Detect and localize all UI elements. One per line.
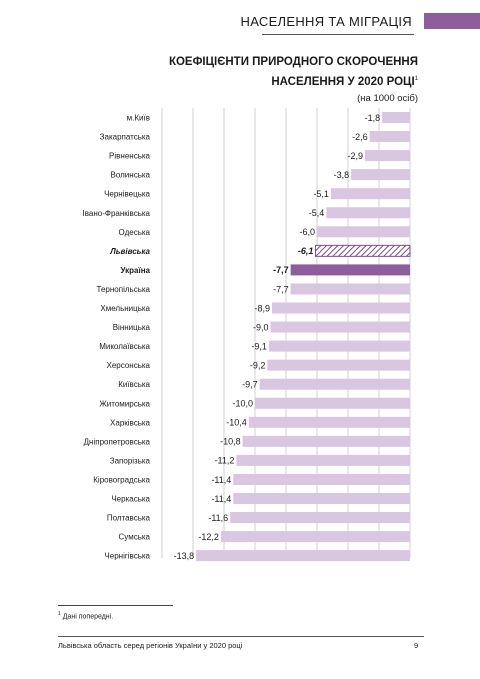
value-label: -11,4 xyxy=(211,494,231,504)
bar xyxy=(290,283,410,295)
footnote-rule xyxy=(58,605,173,606)
bar xyxy=(369,131,410,143)
bar xyxy=(351,169,410,181)
footer-text: Львівська область серед регіонів України… xyxy=(58,641,243,650)
bar xyxy=(236,454,410,466)
category-label: Чернігівська xyxy=(104,552,150,561)
category-label: Харківська xyxy=(110,418,151,427)
category-label: Житомирська xyxy=(99,399,150,408)
category-label: Херсонська xyxy=(107,361,151,370)
footer-rule xyxy=(58,636,424,637)
value-label: -1,8 xyxy=(365,113,381,123)
category-label: Івано-Франківська xyxy=(83,209,151,218)
chart-title-footnote-mark: 1 xyxy=(414,76,418,82)
bar xyxy=(196,550,410,562)
bar xyxy=(248,416,410,428)
footnote-mark: 1 xyxy=(58,611,61,617)
value-label: -12,2 xyxy=(198,532,219,542)
chart-title-block: КОЕФІЦІЄНТИ ПРИРОДНОГО СКОРОЧЕННЯ НАСЕЛЕ… xyxy=(169,54,418,105)
footnote-text: Дані попередні. xyxy=(60,613,114,621)
value-label: -9,1 xyxy=(251,341,267,351)
bar xyxy=(267,359,410,371)
value-label: -6,0 xyxy=(299,227,315,237)
value-label: -11,4 xyxy=(211,475,231,485)
chart-title-line2-wrap: НАСЕЛЕННЯ У 2020 РОЦІ1 xyxy=(169,71,418,91)
category-label: Чернівецька xyxy=(104,190,150,199)
section-color-bar xyxy=(424,13,480,29)
bar xyxy=(242,435,410,447)
value-label: -3,8 xyxy=(334,170,350,180)
category-label: Одеська xyxy=(119,228,151,237)
value-label: -2,9 xyxy=(348,151,364,161)
bar xyxy=(330,188,410,200)
bar-chart: м.Київ -1,8 Закарпатська -2,6 Рівненська -2,9… xyxy=(83,108,411,562)
category-label: Хмельницька xyxy=(100,304,150,313)
bar xyxy=(365,150,410,162)
bar xyxy=(314,244,411,257)
bar xyxy=(233,493,410,504)
chart-subtitle: (на 1000 осіб) xyxy=(357,92,418,104)
category-label: Дніпропетровська xyxy=(84,437,151,446)
value-label: -9,7 xyxy=(242,380,258,390)
chart-labels: м.Київ -1,8 Закарпатська -2,6 Рівненська -2,9… xyxy=(83,113,381,561)
value-label: -8,9 xyxy=(255,303,271,313)
chart-bars xyxy=(196,112,411,562)
value-label: -5,4 xyxy=(309,208,325,218)
bar xyxy=(259,378,410,390)
value-label: -13,8 xyxy=(174,551,195,561)
category-label: Миколаївська xyxy=(99,342,150,351)
value-label: -10,4 xyxy=(226,418,247,428)
bar xyxy=(290,264,410,276)
bar xyxy=(317,226,410,238)
value-label: -10,8 xyxy=(220,437,241,447)
bar xyxy=(220,531,410,543)
bar xyxy=(270,321,410,333)
category-label: м.Київ xyxy=(127,114,150,123)
value-label: -10,0 xyxy=(232,399,253,409)
category-label: Волинська xyxy=(111,171,151,180)
footnote: 1 Дані попередні. xyxy=(58,611,113,620)
category-label: Київська xyxy=(118,380,150,389)
category-label: Рівненська xyxy=(109,152,150,161)
bar xyxy=(326,207,410,219)
bar xyxy=(268,340,410,352)
bar xyxy=(272,302,410,314)
bar xyxy=(230,512,410,524)
value-label: -9,2 xyxy=(250,360,266,370)
header-underline xyxy=(262,34,414,35)
chart-title-line1: КОЕФІЦІЄНТИ ПРИРОДНОГО СКОРОЧЕННЯ xyxy=(168,56,418,68)
category-label: Львівська xyxy=(109,247,150,256)
category-label: Закарпатська xyxy=(100,133,151,142)
section-title: НАСЕЛЕННЯ ТА МІГРАЦІЯ xyxy=(240,13,412,29)
bar xyxy=(233,473,410,485)
value-label: -11,2 xyxy=(215,456,235,466)
value-label: -7,7 xyxy=(273,284,289,294)
value-label: -5,1 xyxy=(313,189,329,199)
value-label: -2,6 xyxy=(352,132,368,142)
category-label: Сумська xyxy=(119,533,151,542)
chart-title-line2: НАСЕЛЕННЯ У 2020 РОЦІ xyxy=(271,75,415,88)
value-label: -6,1 xyxy=(298,246,314,256)
category-label: Черкаська xyxy=(111,495,150,504)
value-label: -7,7 xyxy=(273,265,289,275)
page-number: 9 xyxy=(414,641,419,650)
category-label: Полтавська xyxy=(107,514,151,523)
category-label: Тернопільська xyxy=(97,285,151,294)
value-label: -9,0 xyxy=(253,322,269,332)
category-label: Запорізька xyxy=(110,456,151,465)
category-label: Україна xyxy=(120,266,150,275)
category-label: Вінницька xyxy=(113,323,151,332)
category-label: Кіровоградська xyxy=(93,475,150,484)
bar xyxy=(382,112,410,123)
bar xyxy=(255,397,410,409)
value-label: -11,6 xyxy=(208,513,228,523)
section-header: НАСЕЛЕННЯ ТА МІГРАЦІЯ xyxy=(241,10,480,32)
